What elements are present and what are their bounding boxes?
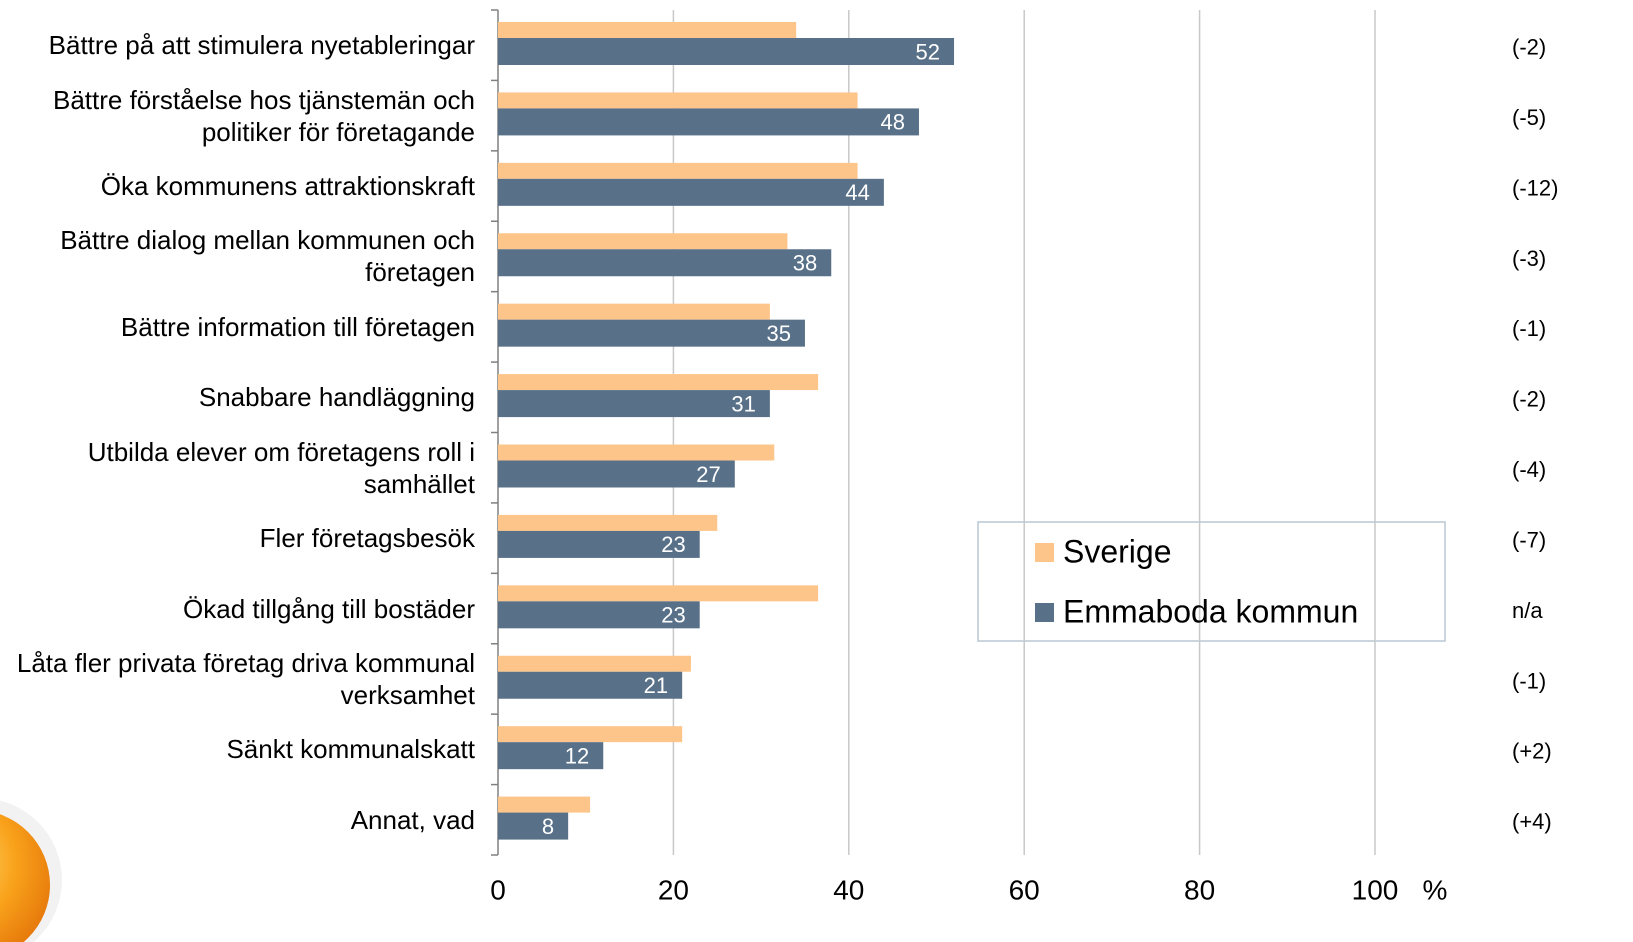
y-tick-label: Ökad tillgång till bostäder [183,593,475,624]
legend-swatch [1035,603,1054,622]
bar [498,514,718,531]
x-tick-label: 0 [490,874,506,905]
y-tick-label: Bättre på att stimulera nyetableringar [48,30,475,61]
y-tick-label: Låta fler privata företag driva kommunal… [16,647,475,710]
annotation: (+4) [1512,809,1552,834]
legend-swatch [1035,543,1054,562]
y-tick-label: Sänkt kommunalskatt [226,734,475,765]
bar [498,38,955,65]
bar [498,726,683,743]
value-label: 12 [565,743,589,768]
value-label: 38 [793,251,817,276]
y-tick-label: Annat, vad [350,804,475,835]
annotation: (-1) [1512,668,1546,693]
annotation: (-2) [1512,387,1546,412]
y-tick-label: Bättre förståelse hos tjänstemän och pol… [52,84,475,147]
value-label: 8 [542,814,554,839]
bar [498,742,604,770]
bar [498,374,819,391]
value-label: 52 [916,39,940,64]
x-tick-label: 100 [1352,874,1399,905]
decoration [0,814,50,942]
bar [498,233,788,250]
annotation: (-5) [1512,105,1546,130]
value-label: 31 [731,391,755,416]
legend-label: Emmaboda kommun [1063,593,1358,629]
legend-box [977,521,1446,642]
annotation: (-4) [1512,457,1546,482]
annotation: (-2) [1512,35,1546,60]
bar [498,530,700,558]
bar [498,92,858,109]
value-label: 44 [845,180,869,205]
bar [498,812,569,840]
annotation: (-1) [1512,316,1546,341]
bar [498,390,770,418]
y-tick-label: Bättre dialog mellan kommunen och företa… [60,225,475,288]
x-axis-label: % [1423,874,1448,905]
bar [498,178,884,206]
bar [498,796,591,813]
bar [498,303,770,320]
annotation: (-12) [1512,175,1558,200]
bar [498,671,683,699]
value-label: 23 [661,532,685,557]
bar [498,585,819,602]
bar [498,22,797,38]
bar [498,655,691,672]
bar [498,601,700,629]
y-tick-label: Fler företagsbesök [259,523,475,554]
x-tick-label: 60 [1009,874,1040,905]
y-tick-label: Bättre information till företagen [120,311,475,342]
value-label: 48 [880,110,904,135]
bar [498,444,775,461]
value-label: 23 [661,603,685,628]
value-label: 27 [696,462,720,487]
annotation: n/a [1512,598,1543,623]
legend-label: Sverige [1063,533,1172,569]
annotation: (-3) [1512,246,1546,271]
y-tick-label: Öka kommunens attraktionskraft [100,171,475,202]
x-tick-label: 80 [1184,874,1215,905]
bar [498,460,735,488]
value-label: 35 [766,321,790,346]
value-label: 21 [644,673,668,698]
y-tick-label: Utbilda elever om företagens roll i samh… [87,436,475,499]
x-tick-label: 20 [658,874,689,905]
bar [498,162,858,179]
y-tick-label: Snabbare handläggning [198,382,475,413]
annotation: (-7) [1512,527,1546,552]
x-tick-label: 40 [833,874,864,905]
bar [498,249,832,277]
annotation: (+2) [1512,739,1552,764]
bar [498,319,805,347]
bar [498,108,919,136]
